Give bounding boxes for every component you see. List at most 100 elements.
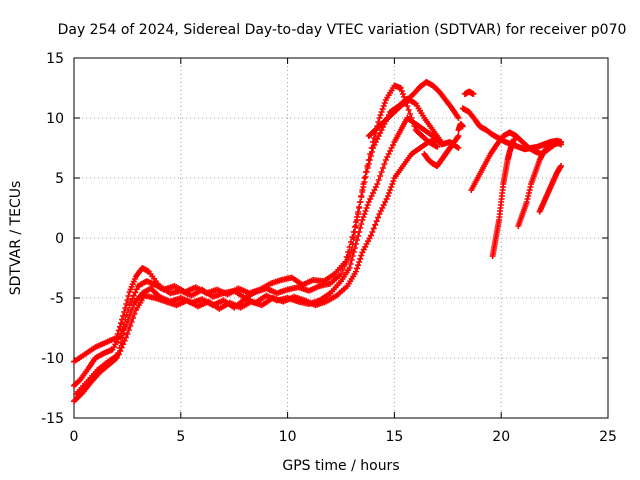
data-point bbox=[381, 161, 388, 167]
data-point bbox=[346, 265, 353, 271]
data-point bbox=[398, 88, 405, 94]
data-point bbox=[368, 149, 375, 155]
data-point bbox=[511, 136, 518, 143]
y-tick-label: -15 bbox=[41, 411, 64, 427]
data-point bbox=[388, 184, 395, 190]
series-track-k bbox=[536, 163, 565, 215]
data-point bbox=[369, 229, 376, 235]
data-point bbox=[354, 214, 361, 220]
data-point bbox=[127, 299, 134, 305]
data-point bbox=[352, 241, 359, 247]
data-point bbox=[351, 245, 358, 251]
data-point bbox=[558, 141, 565, 148]
data-point bbox=[365, 161, 372, 167]
data-point bbox=[120, 313, 127, 319]
data-point bbox=[404, 103, 411, 109]
data-point bbox=[377, 112, 384, 118]
data-point bbox=[352, 268, 359, 275]
data-point bbox=[130, 292, 137, 299]
data-point bbox=[356, 259, 363, 265]
grid-lines bbox=[74, 58, 608, 418]
data-point bbox=[372, 221, 379, 228]
data-point bbox=[125, 327, 132, 333]
data-point bbox=[127, 323, 134, 329]
series-track-j bbox=[515, 139, 565, 229]
data-point bbox=[455, 115, 462, 121]
x-tick-label: 0 bbox=[70, 429, 79, 445]
series-track-b bbox=[71, 115, 462, 405]
data-point bbox=[361, 179, 368, 185]
data-point bbox=[359, 217, 366, 223]
data-point bbox=[130, 315, 137, 321]
data-point bbox=[367, 153, 374, 159]
x-tick-label: 25 bbox=[599, 429, 617, 445]
x-tick-label: 15 bbox=[385, 429, 403, 445]
data-point bbox=[346, 244, 353, 250]
data-point bbox=[455, 133, 462, 139]
data-point bbox=[350, 229, 357, 235]
data-point bbox=[375, 177, 382, 183]
data-point bbox=[356, 204, 363, 210]
data-point bbox=[125, 293, 132, 299]
data-point bbox=[367, 232, 374, 239]
data-point bbox=[363, 169, 370, 175]
data-point bbox=[131, 311, 138, 317]
data-point bbox=[351, 224, 358, 230]
x-tick-label: 20 bbox=[492, 429, 510, 445]
data-point bbox=[343, 254, 350, 260]
series-track-d bbox=[73, 139, 441, 397]
data-point bbox=[360, 214, 367, 220]
data-point bbox=[354, 265, 361, 272]
data-point bbox=[399, 91, 406, 97]
data-points bbox=[71, 79, 565, 405]
series-track-m bbox=[455, 121, 466, 133]
data-point bbox=[375, 214, 382, 221]
data-point bbox=[355, 209, 362, 215]
data-point bbox=[362, 208, 369, 214]
y-tick-label: 15 bbox=[46, 51, 64, 67]
x-tick-labels: 0 5 10 15 20 25 bbox=[70, 429, 617, 445]
data-point bbox=[120, 341, 127, 348]
y-tick-label: -10 bbox=[41, 351, 64, 367]
data-point bbox=[129, 295, 136, 302]
data-point bbox=[378, 169, 385, 175]
data-point bbox=[376, 115, 383, 121]
data-point bbox=[384, 193, 391, 199]
data-point bbox=[380, 165, 387, 171]
data-point bbox=[117, 331, 124, 337]
data-point bbox=[124, 331, 131, 337]
data-point bbox=[357, 225, 364, 231]
data-point bbox=[364, 165, 371, 171]
data-point bbox=[373, 218, 380, 225]
data-point bbox=[361, 211, 368, 217]
data-point bbox=[117, 348, 124, 354]
data-point bbox=[352, 219, 359, 225]
data-point bbox=[366, 157, 373, 163]
data-point bbox=[133, 286, 140, 293]
data-point bbox=[377, 173, 384, 179]
data-point bbox=[459, 123, 466, 130]
y-tick-label: 10 bbox=[46, 111, 64, 127]
data-point bbox=[122, 334, 129, 341]
data-point bbox=[389, 181, 396, 187]
data-point bbox=[362, 174, 369, 180]
data-point bbox=[347, 261, 354, 267]
data-point bbox=[358, 252, 365, 259]
x-tick-label: 5 bbox=[176, 429, 185, 445]
data-point bbox=[374, 181, 381, 187]
data-point bbox=[123, 311, 130, 318]
data-point bbox=[390, 178, 397, 184]
data-point bbox=[357, 199, 364, 205]
data-point bbox=[358, 194, 365, 200]
data-point bbox=[371, 135, 378, 141]
data-point bbox=[355, 233, 362, 239]
data-point bbox=[347, 239, 354, 245]
data-point bbox=[360, 184, 367, 190]
data-point bbox=[387, 187, 394, 193]
x-tick-label: 10 bbox=[279, 429, 297, 445]
data-point bbox=[379, 106, 386, 112]
data-point bbox=[405, 107, 412, 113]
data-point bbox=[349, 253, 356, 259]
data-point bbox=[120, 330, 127, 336]
series-track-l bbox=[461, 88, 477, 97]
